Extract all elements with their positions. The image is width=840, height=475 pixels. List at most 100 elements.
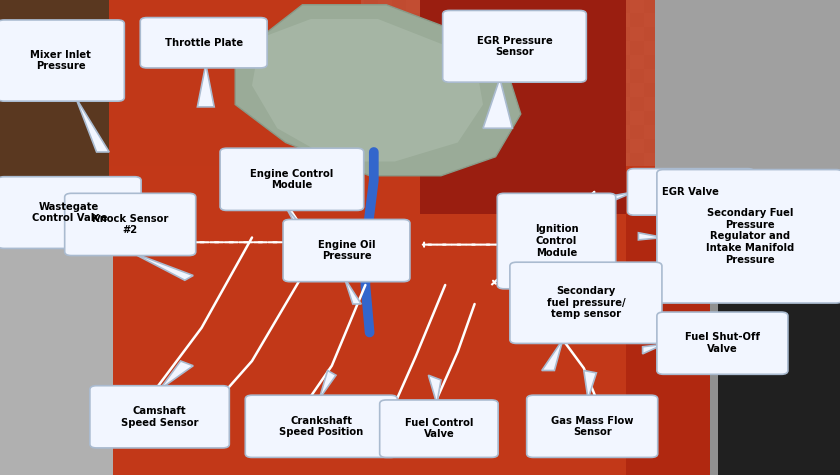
- Bar: [532, 223, 546, 237]
- Bar: [378, 321, 392, 335]
- Bar: [294, 377, 308, 391]
- Bar: [532, 279, 546, 293]
- Bar: [364, 265, 378, 279]
- Bar: [98, 447, 112, 461]
- Bar: [812, 111, 826, 125]
- Polygon shape: [512, 285, 550, 314]
- Bar: [252, 307, 266, 321]
- Bar: [406, 139, 420, 153]
- Polygon shape: [643, 344, 664, 354]
- Bar: [644, 55, 658, 69]
- Bar: [70, 321, 84, 335]
- Bar: [658, 391, 672, 405]
- Bar: [210, 209, 224, 223]
- Bar: [826, 69, 840, 83]
- Bar: [28, 265, 42, 279]
- Bar: [700, 335, 714, 349]
- Bar: [686, 55, 700, 69]
- Bar: [574, 55, 588, 69]
- Bar: [532, 0, 546, 13]
- Bar: [560, 307, 574, 321]
- Bar: [574, 195, 588, 209]
- Bar: [126, 321, 140, 335]
- Bar: [728, 111, 742, 125]
- Bar: [518, 405, 532, 419]
- Bar: [238, 461, 252, 475]
- Bar: [532, 195, 546, 209]
- Bar: [616, 447, 630, 461]
- Bar: [798, 251, 812, 265]
- Bar: [28, 349, 42, 363]
- Bar: [798, 377, 812, 391]
- Bar: [546, 405, 560, 419]
- Polygon shape: [428, 375, 441, 404]
- Bar: [504, 139, 518, 153]
- Bar: [812, 181, 826, 195]
- Polygon shape: [344, 278, 361, 304]
- Bar: [812, 279, 826, 293]
- Bar: [434, 461, 448, 475]
- Bar: [798, 447, 812, 461]
- Bar: [518, 279, 532, 293]
- Bar: [266, 125, 280, 139]
- Bar: [112, 139, 126, 153]
- Bar: [784, 125, 798, 139]
- Bar: [350, 41, 364, 55]
- Bar: [210, 237, 224, 251]
- Bar: [826, 293, 840, 307]
- Bar: [602, 41, 616, 55]
- Bar: [644, 83, 658, 97]
- Bar: [770, 41, 784, 55]
- Bar: [168, 69, 182, 83]
- Bar: [518, 55, 532, 69]
- Bar: [630, 83, 644, 97]
- Bar: [812, 433, 826, 447]
- Bar: [28, 41, 42, 55]
- Bar: [630, 167, 644, 181]
- Bar: [112, 293, 126, 307]
- Bar: [574, 293, 588, 307]
- Bar: [350, 27, 364, 41]
- Bar: [56, 349, 70, 363]
- Bar: [280, 293, 294, 307]
- Bar: [798, 195, 812, 209]
- Bar: [392, 83, 406, 97]
- Polygon shape: [542, 340, 563, 370]
- Bar: [210, 265, 224, 279]
- Bar: [42, 363, 56, 377]
- Bar: [294, 41, 308, 55]
- Bar: [714, 111, 728, 125]
- Bar: [224, 69, 238, 83]
- Bar: [0, 238, 113, 475]
- Bar: [476, 265, 490, 279]
- Bar: [812, 265, 826, 279]
- Bar: [84, 391, 98, 405]
- Bar: [378, 237, 392, 251]
- Bar: [546, 321, 560, 335]
- Bar: [336, 139, 350, 153]
- Bar: [812, 363, 826, 377]
- Bar: [714, 13, 728, 27]
- Bar: [812, 391, 826, 405]
- Bar: [406, 27, 420, 41]
- Bar: [140, 153, 154, 167]
- Bar: [252, 83, 266, 97]
- Bar: [98, 125, 112, 139]
- Bar: [350, 223, 364, 237]
- Bar: [378, 195, 392, 209]
- Bar: [490, 363, 504, 377]
- Bar: [140, 447, 154, 461]
- Bar: [364, 181, 378, 195]
- Bar: [322, 55, 336, 69]
- Bar: [784, 433, 798, 447]
- Bar: [742, 125, 756, 139]
- Bar: [420, 433, 434, 447]
- Bar: [714, 321, 728, 335]
- Bar: [742, 265, 756, 279]
- FancyBboxPatch shape: [657, 170, 840, 303]
- Bar: [560, 335, 574, 349]
- Bar: [490, 223, 504, 237]
- Polygon shape: [286, 207, 311, 238]
- Bar: [252, 55, 266, 69]
- Bar: [154, 181, 168, 195]
